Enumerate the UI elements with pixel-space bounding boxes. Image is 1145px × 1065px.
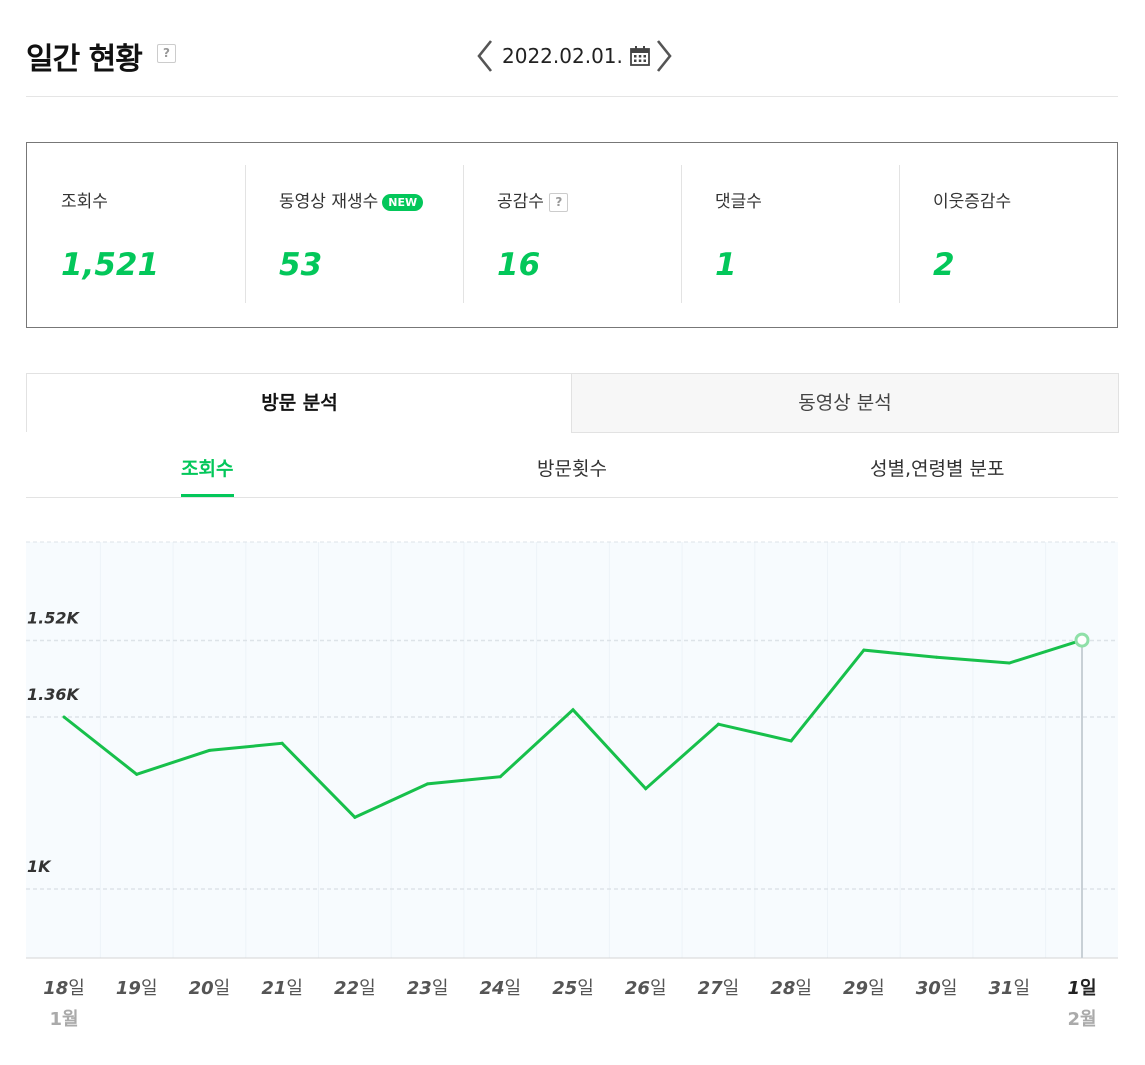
header: 일간 현황 ? 2022.02.01. [26, 0, 1118, 97]
x-tick-label: 31일 [988, 978, 1030, 999]
metric-subtabs: 조회수 방문횟수 성별,연령별 분포 [26, 440, 1118, 498]
x-tick-label: 27일 [698, 978, 740, 999]
x-tick-label: 28일 [770, 978, 812, 999]
data-point [862, 648, 866, 652]
subtab-demographics[interactable]: 성별,연령별 분포 [870, 458, 1005, 480]
divider [463, 165, 464, 303]
stat-label: 댓글수 [715, 192, 762, 212]
stat-views: 조회수 1,521 [27, 165, 245, 305]
data-point [207, 748, 211, 752]
data-point [498, 775, 502, 779]
x-tick-label: 1일 [1067, 978, 1096, 999]
data-point [62, 715, 66, 719]
data-point [280, 741, 284, 745]
stats-panel: 조회수 1,521 동영상 재생수 NEW 53 공감수 ? 16 댓글수 1 이… [26, 142, 1118, 328]
x-tick-label: 30일 [916, 978, 958, 999]
divider [681, 165, 682, 303]
stat-label-wrap: 공감수 ? [497, 187, 569, 212]
next-date-button[interactable] [651, 36, 677, 76]
x-tick-label: 21일 [261, 978, 303, 999]
y-tick-label: 1K [27, 857, 52, 876]
stat-label: 공감수 [497, 192, 544, 212]
stat-label: 조회수 [61, 192, 108, 212]
subtab-visits[interactable]: 방문횟수 [537, 458, 607, 480]
x-tick-label: 23일 [407, 978, 449, 999]
active-subtab-indicator [181, 494, 234, 497]
y-tick-label: 1.36K [27, 685, 80, 704]
stat-likes: 공감수 ? 16 [463, 165, 681, 305]
calendar-icon[interactable] [629, 45, 651, 67]
chevron-left-icon [477, 40, 493, 72]
date-label[interactable]: 2022.02.01. [502, 44, 623, 68]
chevron-right-icon [656, 40, 672, 72]
x-tick-label: 26일 [625, 978, 667, 999]
prev-date-button[interactable] [472, 36, 498, 76]
tab-video-analysis[interactable]: 동영상 분석 [571, 373, 1119, 433]
x-month-label: 1월 [49, 1009, 78, 1030]
data-point [135, 772, 139, 776]
stat-value: 1 [715, 247, 737, 283]
page-title: 일간 현황 [26, 42, 143, 77]
data-point [426, 782, 430, 786]
data-point [571, 708, 575, 712]
data-point [935, 655, 939, 659]
stat-value: 2 [933, 247, 955, 283]
stat-video-plays: 동영상 재생수 NEW 53 [245, 165, 463, 305]
x-tick-label: 19일 [116, 978, 158, 999]
stat-value: 53 [279, 247, 323, 283]
plot-background [26, 542, 1118, 958]
stat-value: 16 [497, 247, 541, 283]
divider [899, 165, 900, 303]
highlight-point [1074, 632, 1090, 648]
x-tick-label: 29일 [843, 978, 885, 999]
stat-value: 1,521 [61, 247, 160, 283]
data-point [1007, 661, 1011, 665]
divider [245, 165, 246, 303]
stat-label: 이웃증감수 [933, 192, 1012, 212]
data-point [353, 815, 357, 819]
x-tick-label: 18일 [43, 978, 85, 999]
stat-comments: 댓글수 1 [681, 165, 899, 305]
x-tick-label: 20일 [189, 978, 231, 999]
data-point [789, 739, 793, 743]
tab-visit-analysis[interactable]: 방문 분석 [26, 373, 572, 432]
x-month-label: 2월 [1067, 1009, 1096, 1030]
stat-label: 동영상 재생수 [279, 192, 379, 212]
analysis-tabs: 방문 분석 동영상 분석 [26, 373, 1119, 433]
help-icon[interactable]: ? [157, 44, 176, 63]
x-tick-label: 22일 [334, 978, 376, 999]
y-tick-label: 1.52K [27, 609, 80, 628]
stat-neighbors: 이웃증감수 2 [899, 165, 1117, 305]
subtab-views[interactable]: 조회수 [181, 458, 234, 480]
new-badge: NEW [382, 193, 424, 211]
data-point [716, 722, 720, 726]
stat-label-wrap: 동영상 재생수 NEW [279, 187, 424, 212]
x-tick-label: 24일 [479, 978, 521, 999]
views-line-chart: 1K 1.36K 1.52K 18일 19일 20일 21일 22일 23일 24일 25일 26일 2… [26, 541, 1118, 1030]
x-tick-label: 25일 [552, 978, 594, 999]
data-point [644, 787, 648, 791]
date-navigator: 2022.02.01. [472, 36, 677, 76]
help-icon[interactable]: ? [549, 192, 569, 212]
